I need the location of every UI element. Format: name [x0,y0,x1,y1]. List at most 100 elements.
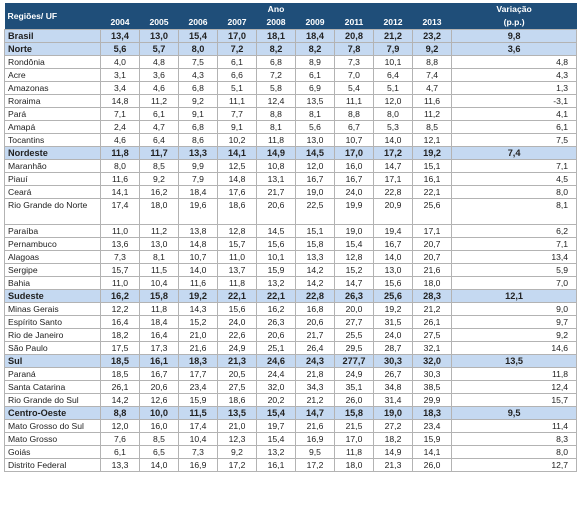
cell-2004: 18,2 [100,328,140,342]
cell-2013: 18,0 [411,276,453,290]
cell-2007: 21,0 [217,419,257,433]
cell-2011: 14,7 [334,276,374,290]
cell-2007: 5,1 [217,81,257,95]
row-name: Sudeste [4,289,101,303]
region-row: Sul 18,5 16,1 18,3 21,3 24,6 24,3 277,7 30,3 32,0… [4,354,578,368]
table-row: Sergipe 15,7 11,5 14,0 13,7 15,9 14,2 15,2 13,0 2… [4,263,578,277]
row-name: Pará [4,107,101,121]
year-header: 2007 [217,15,257,30]
cell-2011: 17,0 [334,432,374,446]
cell-variation: 7,1 [451,159,578,173]
cell-2013: 9,2 [411,42,453,56]
cell-2013: 11,2 [411,107,453,121]
cell-2005: 16,7 [139,367,179,381]
cell-2007: 15,7 [217,237,257,251]
cell-variation: 6,2 [451,224,578,238]
cell-2004: 4,0 [100,55,140,69]
cell-2013: 12,1 [411,133,453,147]
cell-2006: 7,9 [178,172,218,186]
cell-2011: 26,3 [334,289,374,303]
cell-2009: 9,5 [295,445,335,459]
cell-variation: 5,9 [451,263,578,277]
cell-2004: 18,5 [100,354,140,368]
table-body: Brasil 13,4 13,0 15,4 17,0 18,1 18,4 20,8 21,2 23… [4,29,578,472]
cell-2013: 15,9 [411,432,453,446]
cell-variation: 14,6 [451,341,578,355]
cell-2012: 18,2 [373,432,413,446]
cell-variation: 3,6 [451,42,578,56]
table-row: Rio Grande do Norte 17,4 18,0 19,6 18,6 20,6 2… [4,198,578,225]
variation-header: Variação [451,3,577,15]
cell-2006: 9,9 [178,159,218,173]
cell-2009: 16,7 [295,172,335,186]
cell-2008: 10,8 [256,159,296,173]
cell-2009: 6,9 [295,81,335,95]
row-name: Bahia [4,276,101,290]
cell-2005: 13,0 [139,237,179,251]
year-header: 2006 [178,15,218,30]
cell-2011: 7,8 [334,42,374,56]
cell-2009: 8,2 [295,42,335,56]
table-row: Rio de Janeiro 18,2 16,4 21,0 22,6 20,6 21,7 25… [4,328,578,342]
cell-2012: 17,1 [373,172,413,186]
cell-variation: 4,1 [451,107,578,121]
cell-2008: 13,2 [256,445,296,459]
cell-2011: 24,0 [334,185,374,199]
cell-2008: 24,4 [256,367,296,381]
year-header: 2005 [139,15,179,30]
cell-2007: 17,2 [217,458,257,472]
cell-2007: 15,6 [217,302,257,316]
cell-2008: 20,6 [256,198,296,225]
cell-2007: 6,6 [217,68,257,82]
cell-2008: 20,6 [256,328,296,342]
cell-2007: 27,5 [217,380,257,394]
cell-2012: 7,9 [373,42,413,56]
cell-2008: 20,2 [256,393,296,407]
cell-2011: 26,0 [334,393,374,407]
cell-2008: 25,1 [256,341,296,355]
row-name: Roraima [4,94,101,108]
cell-2006: 8,0 [178,42,218,56]
cell-2007: 11,8 [217,276,257,290]
table-row: Rio Grande do Sul 14,2 12,6 15,9 18,6 20,2 21,… [4,393,578,407]
region-row: Nordeste 11,8 11,7 13,3 14,1 14,9 14,5 17,0 17,2… [4,146,578,160]
cell-2009: 21,6 [295,419,335,433]
cell-2004: 6,1 [100,445,140,459]
cell-2011: 6,7 [334,120,374,134]
cell-2006: 16,9 [178,458,218,472]
table-row: Amapá 2,4 4,7 6,8 9,1 8,1 5,6 6,7 5,3 8,5 6,1 [4,120,578,134]
row-name: Sul [4,354,101,368]
cell-2006: 18,3 [178,354,218,368]
cell-2013: 32,1 [411,341,453,355]
cell-2008: 18,1 [256,29,296,43]
cell-2013: 30,3 [411,367,453,381]
cell-2005: 12,6 [139,393,179,407]
cell-2012: 19,2 [373,302,413,316]
cell-2011: 25,5 [334,328,374,342]
cell-2006: 23,4 [178,380,218,394]
cell-2008: 12,4 [256,94,296,108]
cell-2008: 15,6 [256,237,296,251]
cell-2004: 12,2 [100,302,140,316]
cell-2009: 22,8 [295,289,335,303]
table-row: Piauí 11,6 9,2 7,9 14,8 13,1 16,7 16,7 17,1 16,1 4… [4,172,578,186]
cell-2009: 16,8 [295,302,335,316]
cell-2004: 7,3 [100,250,140,264]
cell-2009: 19,0 [295,185,335,199]
cell-2013: 11,6 [411,94,453,108]
cell-2009: 14,2 [295,263,335,277]
cell-2004: 7,1 [100,107,140,121]
cell-2007: 18,6 [217,198,257,225]
data-table: Regiões/ UF Ano Variação 2004 2005 2006 … [4,3,578,472]
row-name: São Paulo [4,341,101,355]
cell-2007: 7,7 [217,107,257,121]
cell-2004: 13,6 [100,237,140,251]
cell-2006: 19,6 [178,198,218,225]
cell-2008: 32,0 [256,380,296,394]
cell-2011: 24,9 [334,367,374,381]
cell-2007: 24,9 [217,341,257,355]
cell-2006: 18,4 [178,185,218,199]
cell-variation: 4,3 [451,68,578,82]
cell-2006: 21,0 [178,328,218,342]
cell-2012: 6,4 [373,68,413,82]
